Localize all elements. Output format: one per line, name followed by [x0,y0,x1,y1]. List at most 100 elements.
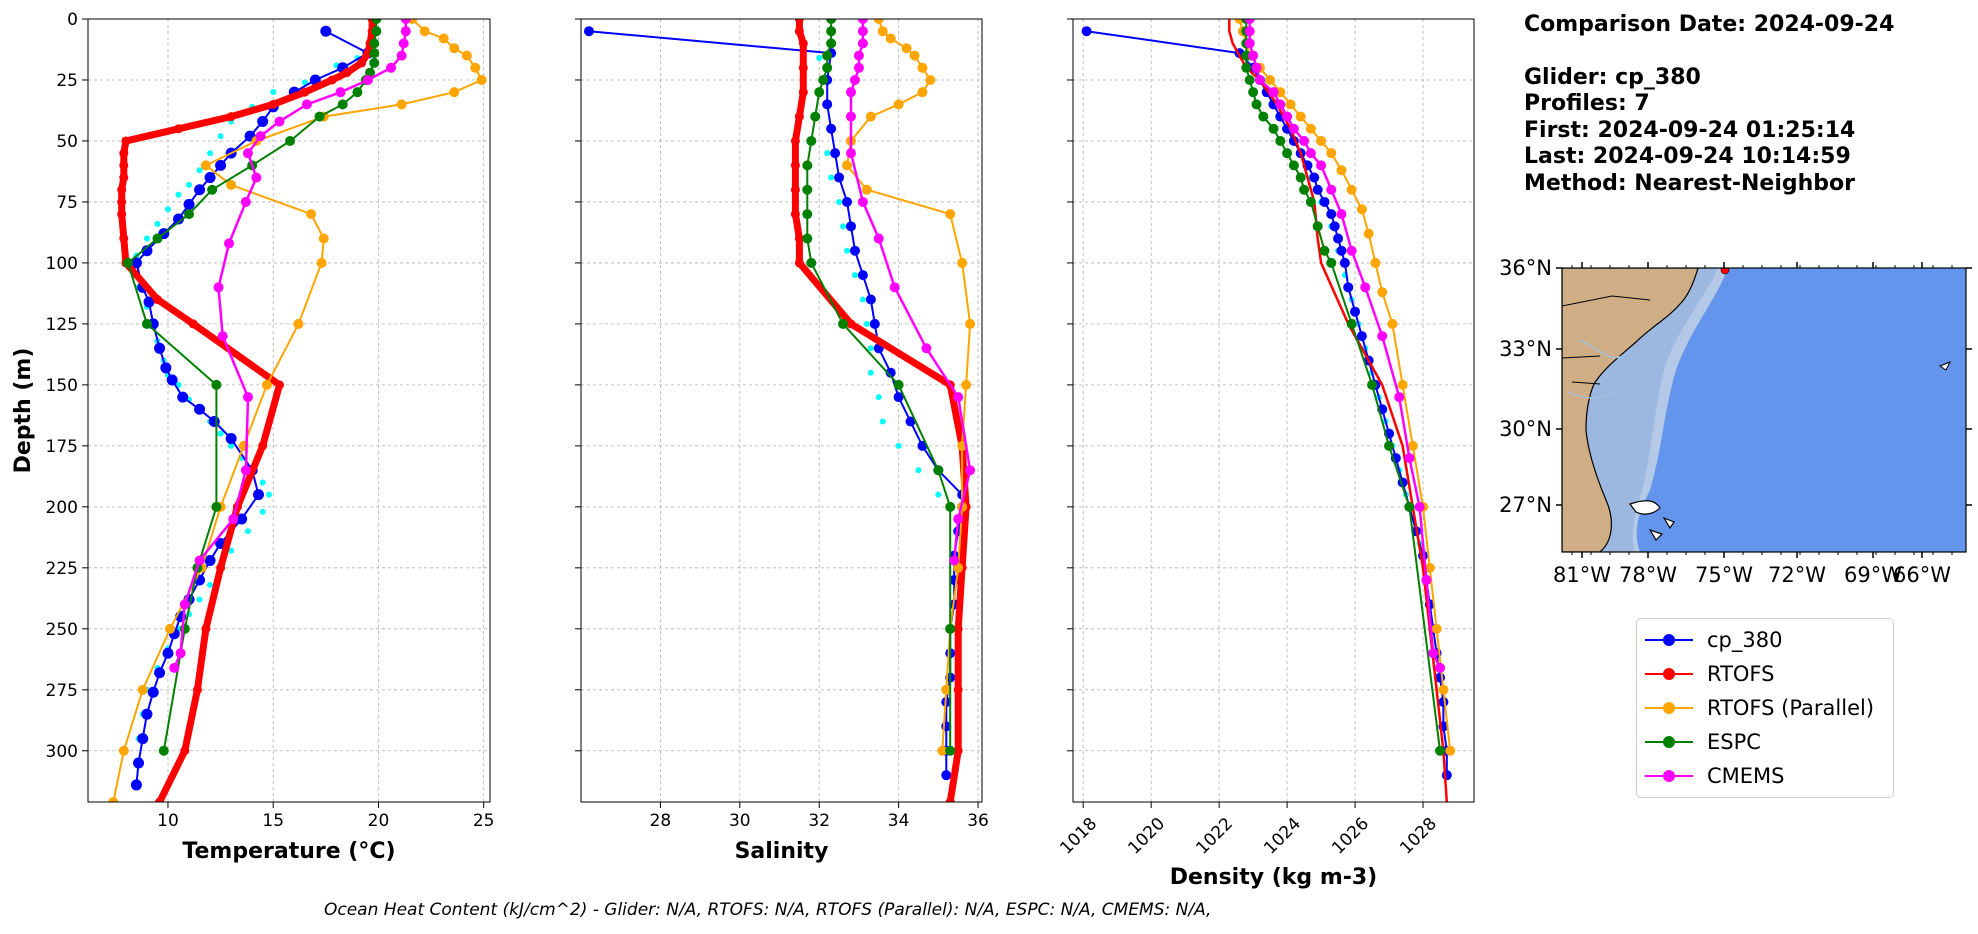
series-point [849,245,860,256]
series-point [165,623,176,634]
series-point [818,74,829,85]
series-point [398,38,409,49]
series-point [857,19,868,24]
series-point [838,318,849,329]
comparison-date: Comparison Date: 2024-09-24 [1524,12,1895,37]
series-point [137,733,149,745]
series-point [400,26,411,37]
lat-label: 33°N [1499,337,1552,361]
y-tick-label: 75 [56,193,78,213]
series-point [826,19,837,24]
series-point [194,555,205,566]
series-point [258,441,268,451]
series-point [893,379,904,390]
series-point [1333,233,1344,244]
legend-label: cp_380 [1707,628,1783,652]
series-point [1251,62,1262,73]
raw-point [266,491,273,498]
series-point [861,184,872,195]
raw-point [816,55,823,62]
series-point [925,74,936,85]
series-point [790,160,800,170]
series-point [794,112,804,122]
method: Method: Nearest-Neighbor [1524,170,1855,196]
series-point [893,99,904,110]
raw-point [851,272,858,279]
series-point [386,62,397,73]
series-point [174,124,184,134]
glider-location-marker [1720,268,1730,275]
series-point [961,379,972,390]
x-tick-label: 36 [967,811,989,831]
series-point [1299,184,1310,195]
legend-item-cmems: CMEMS [1645,759,1893,793]
series-point [849,74,860,85]
panel-1: 10 15 20 2502550751001251501752002252502753… [11,10,495,864]
series-point [1258,111,1269,122]
series-point [274,116,285,127]
series-point [1305,148,1316,159]
plot-area [108,19,487,802]
series-point [192,685,202,695]
series-point [830,148,841,159]
series-point [1343,282,1354,293]
series-line-cp-380 [135,30,369,785]
series-point [857,270,868,281]
islands [1629,500,1675,541]
series-point [1363,228,1374,239]
y-tick-label: 25 [56,71,78,91]
series-point [953,392,964,403]
series-point [1424,562,1435,573]
series-point [213,282,224,293]
series-point [130,779,142,791]
series-point [251,172,262,183]
series-point [240,196,251,207]
series-point [119,148,129,158]
series-point [1275,135,1286,146]
series-point [1346,318,1357,329]
series-point [1326,209,1337,220]
series-point [790,136,800,146]
legend-item-rtofs-parallel-: RTOFS (Parallel) [1645,691,1893,725]
series-point [285,135,296,146]
series-point [1248,50,1259,61]
x-tick-label: 20 [368,811,390,831]
series-point [794,258,804,268]
series-point [242,392,253,403]
series-point [802,233,813,244]
series-point [268,99,278,109]
series-point [1265,74,1276,85]
series-line-cmems [173,19,408,669]
series-point [215,159,227,171]
series-point [822,50,833,61]
raw-point [270,89,277,96]
x-tick-label: 28 [650,811,672,831]
series-point [1326,257,1337,268]
series-point [352,87,363,98]
x-tick-label: 1026 [1328,814,1373,859]
series-point [162,647,174,659]
series-point [1248,87,1259,98]
series-point [1428,648,1439,659]
series-point [802,160,813,171]
last-time: Last: 2024-09-24 10:14:59 [1524,144,1851,169]
series-point [889,282,900,293]
raw-point [196,596,203,603]
raw-point [844,247,851,254]
series-point [798,63,808,73]
series-point [173,213,185,225]
series-point [794,234,804,244]
series-point [117,185,127,195]
series-point [119,173,129,183]
series-point [933,465,944,476]
series-point [226,179,237,190]
x-tick-label: 25 [473,811,495,831]
x-tick-label: 32 [808,811,830,831]
y-tick-label: 0 [67,10,78,30]
series-point [194,184,206,196]
series-point [400,19,411,24]
map-area [1562,268,1966,552]
series-point [1244,19,1255,24]
series-line-rtofs [1228,19,1449,802]
info-panel: Comparison Date: 2024-09-24 Glider: cp_3… [1524,12,1894,197]
